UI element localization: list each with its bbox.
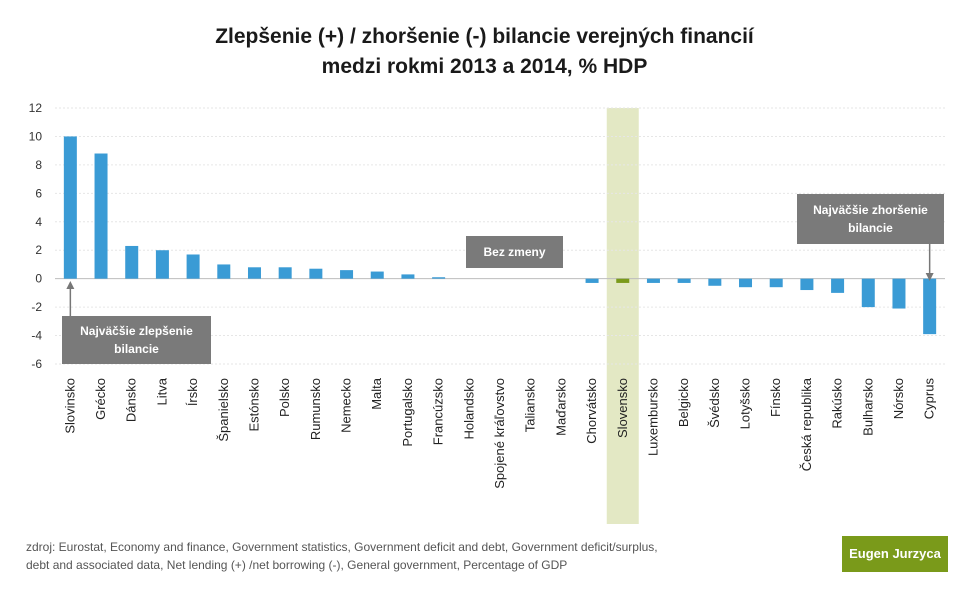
source-note-line-2: debt and associated data, Net lending (+… [26, 558, 568, 572]
x-tick-label: Česká republika [799, 377, 814, 471]
x-tick-label: Luxembursko [645, 378, 660, 456]
bar-20 [677, 278, 691, 283]
bar-7 [278, 267, 292, 279]
y-tick-label: 8 [35, 158, 42, 172]
callout-no-change: Bez zmeny [466, 236, 563, 268]
x-tick-label: Lotyšsko [738, 378, 753, 429]
x-tick-label: Írsko [185, 378, 200, 406]
bar-12 [432, 277, 446, 279]
bar-24 [800, 278, 814, 291]
bar-10 [370, 271, 384, 279]
x-tick-label: Grécko [93, 378, 108, 420]
bar-4 [186, 254, 200, 279]
arrow-worst-head [925, 273, 934, 281]
callout-largest-deterioration: Najväčšie zhoršenie bilancie [797, 194, 944, 244]
highlight-band-slovensko [606, 108, 639, 524]
x-tick-label: Bulharsko [860, 378, 875, 436]
x-tick-label: Nemecko [339, 378, 354, 433]
bar-1 [94, 153, 108, 279]
x-tick-label: Švédsko [707, 378, 722, 428]
chart-title-line-1: Zlepšenie (+) / zhoršenie (-) bilancie v… [215, 25, 754, 48]
source-note: zdroj: Eurostat, Economy and finance, Go… [26, 538, 786, 574]
bar-9 [340, 270, 354, 279]
y-tick-label: 12 [29, 101, 43, 115]
bar-11 [401, 274, 415, 279]
bar-17 [585, 278, 599, 283]
y-tick-label: 6 [35, 186, 42, 200]
arrow-best-head [66, 281, 75, 289]
x-tick-label: Fínsko [768, 378, 783, 417]
y-tick-label: 2 [35, 243, 42, 257]
x-tick-label: Francúzsko [431, 378, 446, 445]
chart-title: Zlepšenie (+) / zhoršenie (-) bilancie v… [0, 22, 969, 82]
bar-25 [831, 278, 845, 293]
x-tick-label: Holandsko [461, 378, 476, 439]
x-tick-label: Nórsko [891, 378, 906, 419]
bar-0 [63, 136, 77, 279]
x-tick-label: Cyprus [922, 378, 937, 420]
bar-6 [247, 267, 261, 279]
x-tick-label: Slovinsko [62, 378, 77, 434]
y-tick-label: -6 [31, 357, 42, 371]
y-tick-label: -2 [31, 300, 42, 314]
x-tick-label: Polsko [277, 378, 292, 417]
x-tick-label: Rakúsko [830, 378, 845, 429]
callout-largest-improvement: Najväčšie zlepšenie bilancie [62, 316, 211, 364]
y-tick-label: 4 [35, 215, 42, 229]
bar-27 [892, 278, 906, 309]
x-tick-label: Španielsko [216, 378, 231, 442]
x-tick-label: Litva [154, 377, 169, 405]
bar-21 [708, 278, 722, 286]
source-note-line-1: zdroj: Eurostat, Economy and finance, Go… [26, 540, 658, 554]
y-tick-label: 10 [29, 129, 43, 143]
x-tick-label: Malta [369, 377, 384, 410]
bar-19 [646, 278, 660, 283]
x-tick-label: Spojené kráľovstvo [492, 378, 507, 489]
y-tick-label: 0 [35, 272, 42, 286]
x-tick-label: Chorvátsko [584, 378, 599, 444]
y-tick-label: -4 [31, 329, 42, 343]
bar-22 [739, 278, 753, 288]
chart-title-line-2: medzi rokmi 2013 a 2014, % HDP [321, 55, 648, 78]
bar-28 [923, 278, 937, 335]
x-tick-label: Estónsko [246, 378, 261, 431]
x-tick-label: Slovensko [615, 378, 630, 438]
x-tick-label: Belgicko [676, 378, 691, 427]
author-badge: Eugen Jurzyca [842, 536, 948, 572]
bar-18 [616, 278, 630, 283]
bar-26 [861, 278, 875, 308]
bar-8 [309, 268, 323, 279]
x-tick-label: Dánsko [124, 378, 139, 422]
bar-3 [155, 250, 169, 279]
bar-2 [125, 245, 139, 279]
bar-23 [769, 278, 783, 288]
x-tick-label: Portugalsko [400, 378, 415, 447]
x-tick-label: Taliansko [523, 378, 538, 432]
bar-5 [217, 264, 231, 279]
x-tick-label: Maďarsko [553, 378, 568, 436]
x-tick-label: Rumunsko [308, 378, 323, 440]
